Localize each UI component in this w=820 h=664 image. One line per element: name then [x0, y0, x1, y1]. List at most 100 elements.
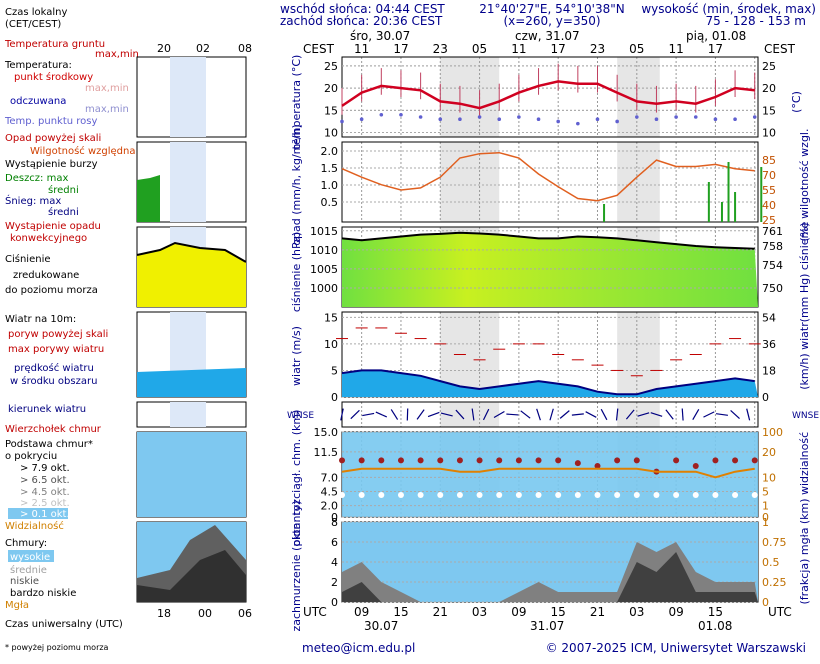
- legend-cl-low: niskie: [10, 576, 39, 587]
- wind-kmh-tick: 0: [762, 391, 769, 404]
- fog-tick: 0.5: [762, 556, 780, 569]
- cest-hour: 11: [668, 42, 683, 56]
- cest-hour: 11: [354, 42, 369, 56]
- utc-hour: 09: [354, 605, 369, 619]
- axis-cloudh-right: (km) widzialność: [798, 432, 811, 524]
- visibility-tick: 10: [762, 471, 776, 484]
- legend-night: [170, 142, 206, 222]
- cloudc-tick: 6: [331, 536, 338, 549]
- cest-hour: 17: [708, 42, 723, 56]
- dewpoint-point: [674, 115, 678, 119]
- legend-soil-temp: Temperatura gruntu: [4, 39, 105, 50]
- night-band: [617, 57, 660, 137]
- humidity-tick: 40: [762, 199, 776, 212]
- humidity-tick: 55: [762, 184, 776, 197]
- day-label: pią, 01.08: [686, 29, 746, 43]
- cloud-top-point: [359, 457, 365, 463]
- night-band: [617, 142, 660, 222]
- legend-temp-maxmin: max,min: [85, 83, 129, 94]
- main-charts: 25201510252015102.01.51.00.5857055402510…: [310, 57, 787, 609]
- utc-label-left: UTC: [303, 605, 327, 619]
- axis-temp-right: (°C): [790, 91, 803, 113]
- cloud-top-point: [398, 457, 404, 463]
- precip-tick: 1.5: [321, 162, 339, 175]
- footer-email: meteo@icm.edu.pl: [302, 641, 415, 655]
- legend-utc-hour: 06: [238, 607, 252, 620]
- legend-utc-hour: 18: [157, 607, 171, 620]
- cloudc-tick: 4: [331, 556, 338, 569]
- temp-tick-right: 15: [762, 104, 776, 117]
- dewpoint-point: [655, 117, 659, 121]
- cloudc-tick: 2: [331, 576, 338, 589]
- dewpoint-point: [733, 117, 737, 121]
- cloud-top-point: [457, 457, 463, 463]
- wind-arrow: [682, 409, 683, 421]
- night-band: [440, 57, 499, 137]
- legend-utc-time: Czas uniwersalny (UTC): [5, 619, 123, 630]
- dewpoint-point: [635, 115, 639, 119]
- cest-label-left: CEST: [303, 42, 335, 56]
- utc-hour: 03: [472, 605, 487, 619]
- dewpoint-point: [458, 117, 462, 121]
- dewpoint-point: [399, 113, 403, 117]
- legend-okt: > 6.5 okt.: [20, 475, 70, 486]
- cloud-top-point: [477, 457, 483, 463]
- legend-okt: > 4.5 okt.: [20, 487, 70, 498]
- cloud-base-point: [359, 492, 365, 498]
- axis-compass-right: WNSE: [792, 411, 819, 421]
- cloud-top-point: [712, 457, 718, 463]
- cloud-top-point: [732, 457, 738, 463]
- cloud-base-point: [752, 492, 758, 498]
- cloud-top-point: [378, 457, 384, 463]
- wind-tick: 0: [331, 391, 338, 404]
- legend-cl-vlow: bardzo niskie: [10, 588, 76, 599]
- cloud-base-point: [477, 492, 483, 498]
- legend-wind-area: [137, 368, 246, 397]
- dewpoint-point: [419, 115, 423, 119]
- utc-label-right: UTC: [768, 605, 792, 619]
- axis-wind-right: (km/h) wiatr: [798, 322, 811, 390]
- day-label: śro, 30.07: [350, 29, 410, 43]
- fog-tick: 0.25: [762, 576, 787, 589]
- cloud-top-point: [693, 463, 699, 469]
- utc-hour: 15: [393, 605, 408, 619]
- legend-night: [170, 57, 206, 137]
- temp-tick-right: 10: [762, 127, 776, 140]
- cest-hour: 11: [511, 42, 526, 56]
- legend-utc-hour: 00: [198, 607, 212, 620]
- utc-date: 01.08: [698, 619, 732, 633]
- cloud-base-point: [634, 492, 640, 498]
- pressure-mmhg-tick: 761: [762, 225, 783, 238]
- cloud-top-point: [536, 457, 542, 463]
- legend-feels-maxmin: max,min: [85, 104, 129, 115]
- legend-mini-charts: [137, 57, 246, 602]
- legend-wind-speed: prędkość wiatru: [14, 362, 94, 374]
- night-band: [617, 312, 660, 397]
- dewpoint-point: [753, 115, 757, 119]
- cloud-base-point: [673, 492, 679, 498]
- axis-press-right: (mm Hg) ciśnienie: [798, 221, 811, 322]
- cloud-base-point: [653, 492, 659, 498]
- cloud-base-point: [378, 492, 384, 498]
- day-label: czw, 31.07: [515, 29, 580, 43]
- cest-hour: 05: [629, 42, 644, 56]
- legend-local-hour: 20: [157, 42, 171, 55]
- wind-tick: 15: [324, 311, 338, 324]
- cloud-top-point: [437, 457, 443, 463]
- legend-temperature: Temperatura:: [4, 60, 72, 71]
- cloudh-tick: 4.5: [321, 486, 339, 499]
- legend-snow-mean: średni: [48, 206, 79, 218]
- pressure-mmhg-tick: 754: [762, 259, 783, 272]
- utc-hour: 03: [629, 605, 644, 619]
- temp-tick-right: 20: [762, 82, 776, 95]
- cloud-sky: [342, 432, 758, 517]
- header: wschód słońca: 04:44 CEST zachód słońca:…: [280, 2, 816, 56]
- temp-tick-right: 25: [762, 60, 776, 73]
- temp-tick: 15: [324, 104, 338, 117]
- cloud-base-point: [398, 492, 404, 498]
- cloudh-tick: 7.0: [321, 471, 339, 484]
- wind-arrow: [506, 414, 518, 415]
- legend-cloud-top: Wierzchołek chmur: [5, 424, 102, 435]
